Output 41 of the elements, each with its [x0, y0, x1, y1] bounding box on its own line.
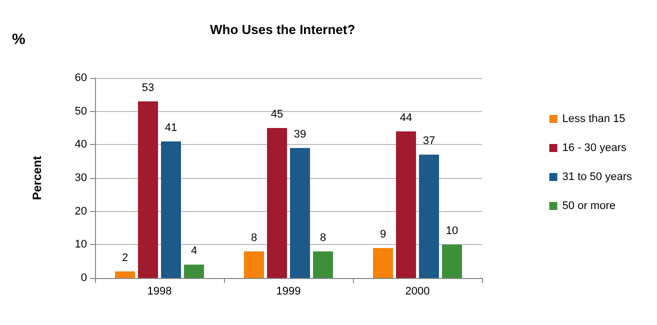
- bar: [138, 101, 158, 278]
- data-label: 4: [190, 245, 198, 258]
- x-tick-label: 1999: [276, 286, 301, 298]
- data-label: 39: [294, 128, 306, 140]
- y-tick-label: 30: [74, 172, 87, 184]
- legend-label: 16 - 30 years: [562, 142, 627, 154]
- bar: [161, 141, 181, 278]
- legend-label: Less than 15: [562, 113, 626, 125]
- data-label: 45: [270, 108, 284, 120]
- y-tick-label: 0: [80, 272, 87, 284]
- bar: [267, 128, 287, 278]
- y-axis-title: Percent: [30, 156, 44, 200]
- bar: [396, 131, 416, 278]
- y-tick-label: 40: [74, 138, 87, 151]
- chart-title: Who Uses the Internet?: [210, 22, 356, 37]
- y-tick-label: 10: [74, 238, 87, 251]
- data-label: 44: [400, 112, 412, 124]
- legend-label: 31 to 50 years: [562, 171, 632, 183]
- data-label: 8: [250, 232, 258, 244]
- bar: [419, 154, 439, 278]
- data-label: 10: [446, 225, 458, 238]
- bar: [290, 148, 310, 278]
- bar: [442, 244, 462, 278]
- x-tick-label: 1998: [147, 286, 172, 298]
- data-label: 37: [422, 135, 436, 148]
- data-label: 2: [122, 252, 128, 264]
- y-tick-label: 50: [74, 105, 87, 118]
- data-label: 53: [142, 82, 154, 94]
- bar: [184, 264, 204, 278]
- bar: [115, 271, 135, 278]
- bar: [373, 248, 393, 278]
- data-label: 9: [380, 228, 386, 240]
- text: %: [12, 31, 26, 48]
- y-tick-label: 60: [74, 72, 87, 84]
- bar: [244, 251, 264, 278]
- legend-label: 50 or more: [562, 200, 616, 212]
- x-tick-label: 2000: [405, 286, 430, 298]
- y-tick-label: 20: [74, 205, 87, 218]
- data-label: 8: [320, 232, 326, 244]
- data-label: 41: [164, 122, 178, 134]
- bar: [313, 251, 333, 278]
